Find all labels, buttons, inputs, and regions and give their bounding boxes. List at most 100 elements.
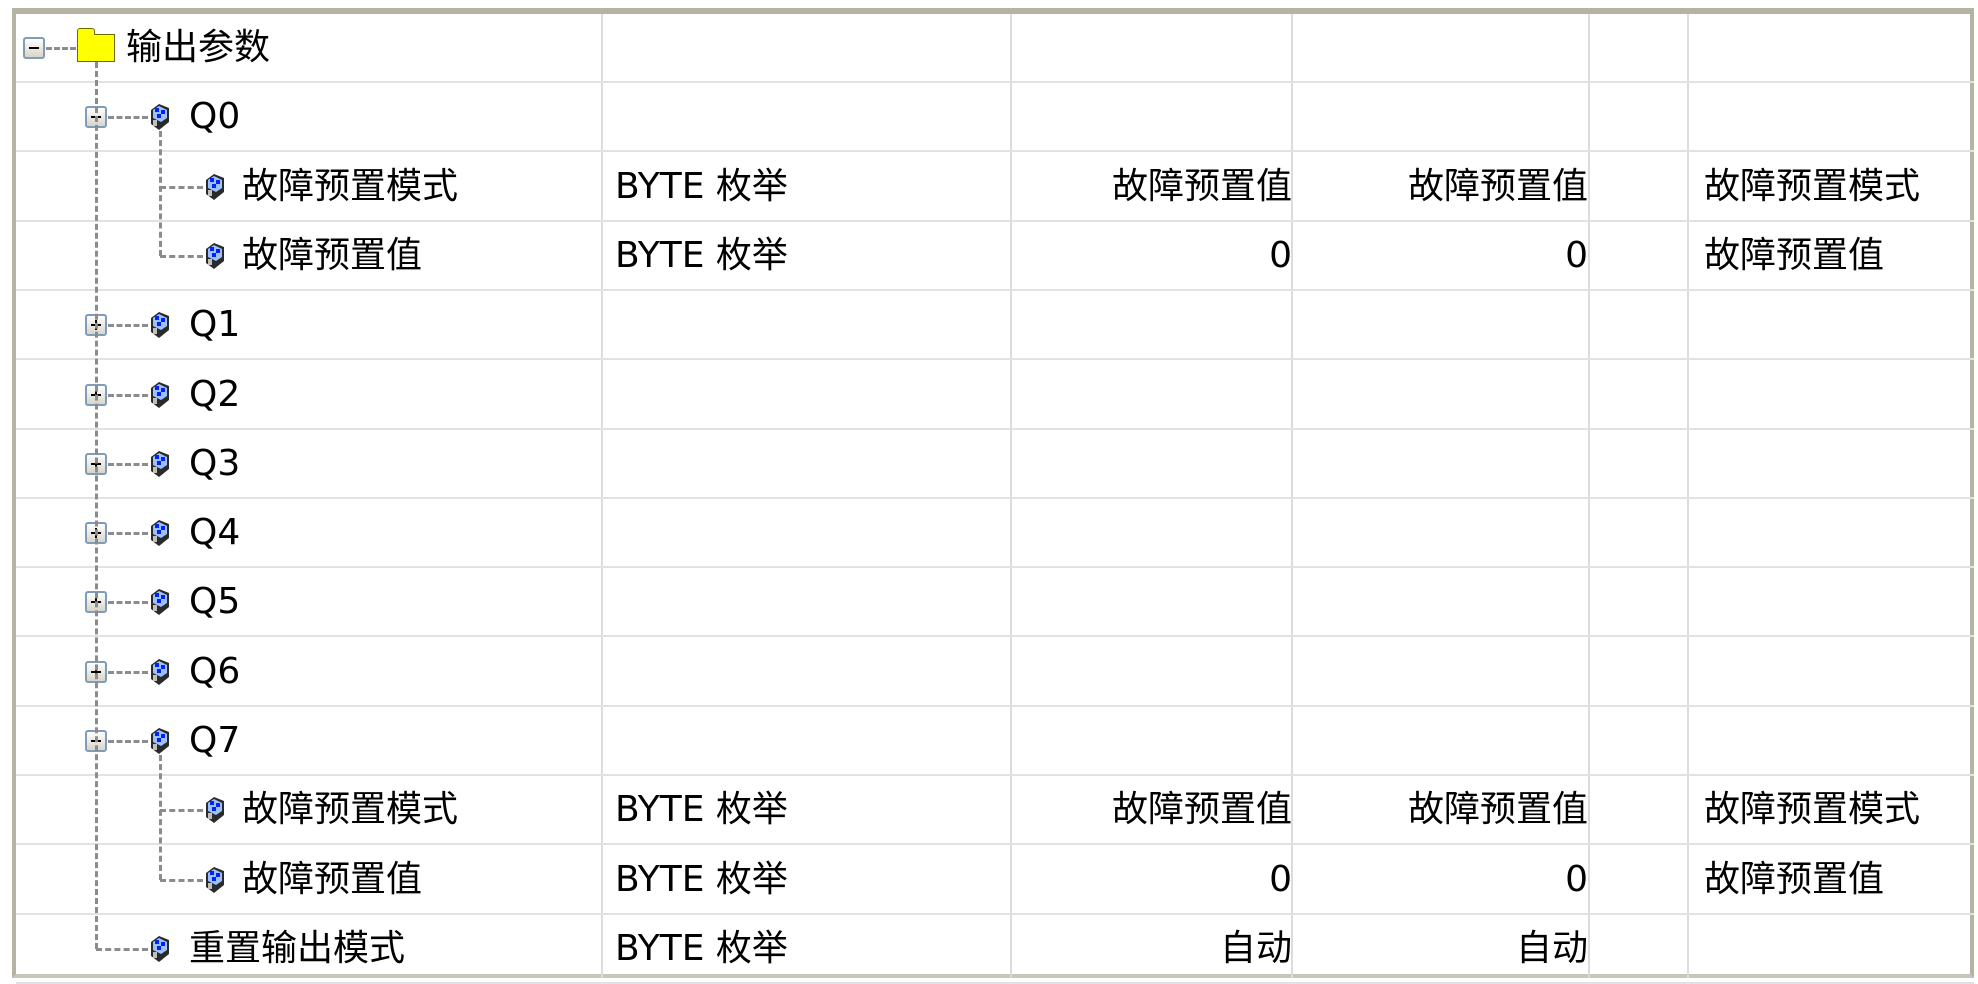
tree-row[interactable]: 故障预置模式 BYTE 枚举 故障预置值 故障预置值 故障预置模式 bbox=[16, 776, 1974, 846]
value-cell[interactable] bbox=[1016, 499, 1292, 566]
value-cell[interactable] bbox=[1016, 83, 1292, 150]
tree-item-label[interactable]: 故障预置值 bbox=[242, 234, 423, 276]
tree-row[interactable]: Q0 bbox=[16, 83, 1974, 153]
cube-icon bbox=[149, 658, 171, 685]
type-cell: BYTE 枚举 bbox=[615, 858, 788, 900]
value-cell[interactable]: 0 bbox=[1269, 858, 1292, 900]
value-cell[interactable] bbox=[1016, 707, 1292, 774]
cube-icon bbox=[204, 242, 226, 269]
tree-item-label[interactable]: 故障预置值 bbox=[242, 858, 423, 900]
column-divider[interactable] bbox=[1687, 14, 1689, 978]
cube-icon bbox=[149, 381, 171, 408]
tree-connector bbox=[108, 116, 148, 120]
column-divider[interactable] bbox=[1588, 14, 1590, 978]
cube-icon bbox=[149, 520, 171, 547]
collapse-icon[interactable] bbox=[23, 37, 45, 59]
tree-connector bbox=[160, 878, 203, 882]
cube-icon bbox=[149, 312, 171, 339]
default-value-cell bbox=[1298, 291, 1588, 358]
description-cell: 故障预置值 bbox=[1704, 234, 1885, 276]
tree-item-label[interactable]: Q0 bbox=[189, 96, 241, 138]
default-value-cell: 0 bbox=[1565, 234, 1588, 276]
tree-connector bbox=[46, 47, 84, 50]
description-cell: 故障预置模式 bbox=[1704, 165, 1921, 207]
cube-icon bbox=[149, 935, 171, 962]
tree-row[interactable]: 故障预置模式 BYTE 枚举 故障预置值 故障预置值 故障预置模式 bbox=[16, 153, 1974, 222]
default-value-cell bbox=[1298, 707, 1588, 774]
default-value-cell bbox=[1298, 361, 1588, 428]
tree-row[interactable]: Q2 bbox=[16, 361, 1974, 430]
tree-item-label[interactable]: 重置输出模式 bbox=[189, 927, 406, 969]
tree-connector bbox=[159, 131, 162, 256]
tree-connector bbox=[108, 324, 148, 328]
tree-row[interactable]: 重置输出模式 BYTE 枚举 自动 自动 bbox=[16, 915, 1974, 984]
tree-connector bbox=[96, 947, 148, 951]
default-value-cell bbox=[1298, 14, 1588, 81]
tree-row[interactable]: 故障预置值 BYTE 枚举 0 0 故障预置值 bbox=[16, 222, 1974, 291]
tree-connector bbox=[160, 254, 203, 258]
tree-row[interactable]: Q3 bbox=[16, 430, 1974, 499]
column-divider[interactable] bbox=[1291, 14, 1293, 978]
column-divider[interactable] bbox=[1010, 14, 1012, 978]
tree-item-label[interactable]: Q2 bbox=[189, 373, 241, 415]
default-value-cell bbox=[1298, 83, 1588, 150]
value-cell[interactable]: 故障预置值 bbox=[1111, 789, 1292, 831]
default-value-cell bbox=[1298, 499, 1588, 566]
tree-row[interactable]: Q5 bbox=[16, 568, 1974, 638]
tree-item-label[interactable]: Q4 bbox=[189, 512, 241, 554]
tree-connector bbox=[95, 62, 98, 949]
tree-row[interactable]: Q6 bbox=[16, 638, 1974, 707]
tree-connector bbox=[108, 532, 148, 536]
cube-icon bbox=[204, 797, 226, 824]
default-value-cell: 故障预置值 bbox=[1407, 789, 1588, 831]
cube-icon bbox=[149, 589, 171, 616]
column-divider[interactable] bbox=[601, 14, 603, 978]
tree-item-label[interactable]: Q6 bbox=[189, 650, 241, 692]
tree-row[interactable]: 输出参数 bbox=[16, 14, 1974, 83]
description-cell: 故障预置值 bbox=[1704, 858, 1885, 900]
tree-connector bbox=[160, 185, 203, 189]
tree-item-label[interactable]: Q1 bbox=[189, 304, 241, 346]
value-cell[interactable]: 0 bbox=[1269, 234, 1292, 276]
tree-item-label[interactable]: 输出参数 bbox=[126, 27, 271, 68]
value-cell[interactable] bbox=[1016, 361, 1292, 428]
value-cell[interactable] bbox=[1016, 568, 1292, 635]
tree-item-label[interactable]: 故障预置模式 bbox=[242, 789, 459, 831]
value-cell[interactable] bbox=[1016, 291, 1292, 358]
parameter-tree-table bbox=[12, 8, 1974, 978]
tree-item-label[interactable]: Q5 bbox=[189, 581, 241, 623]
tree-connector bbox=[160, 809, 203, 813]
type-cell: BYTE 枚举 bbox=[615, 165, 788, 207]
tree-item-label[interactable]: Q3 bbox=[189, 442, 241, 484]
default-value-cell bbox=[1298, 638, 1588, 705]
tree-item-label[interactable]: 故障预置模式 bbox=[242, 165, 459, 207]
cube-icon bbox=[149, 728, 171, 754]
value-cell[interactable]: 故障预置值 bbox=[1111, 165, 1292, 207]
value-cell[interactable]: 自动 bbox=[1219, 927, 1292, 969]
tree-row[interactable]: Q4 bbox=[16, 499, 1974, 569]
default-value-cell: 0 bbox=[1565, 858, 1588, 900]
cube-icon bbox=[204, 173, 226, 200]
tree-row[interactable]: Q1 bbox=[16, 291, 1974, 361]
value-cell[interactable] bbox=[1016, 430, 1292, 497]
type-cell: BYTE 枚举 bbox=[615, 927, 788, 969]
tree-item-label[interactable]: Q7 bbox=[189, 720, 241, 761]
default-value-cell: 自动 bbox=[1515, 927, 1588, 969]
type-cell: BYTE 枚举 bbox=[615, 234, 788, 276]
tree-connector bbox=[159, 755, 162, 880]
tree-connector bbox=[108, 601, 148, 605]
tree-connector bbox=[108, 462, 148, 466]
cube-icon bbox=[204, 866, 226, 893]
folder-icon bbox=[77, 28, 115, 62]
tree-connector bbox=[108, 670, 148, 674]
value-cell[interactable] bbox=[1016, 638, 1292, 705]
default-value-cell bbox=[1298, 430, 1588, 497]
cube-icon bbox=[149, 104, 171, 131]
tree-row[interactable]: 故障预置值 BYTE 枚举 0 0 故障预置值 bbox=[16, 846, 1974, 915]
tree-row[interactable]: Q7 bbox=[16, 707, 1974, 776]
value-cell[interactable] bbox=[1016, 14, 1292, 81]
type-cell: BYTE 枚举 bbox=[615, 789, 788, 831]
description-cell: 故障预置模式 bbox=[1704, 789, 1921, 831]
default-value-cell bbox=[1298, 568, 1588, 635]
default-value-cell: 故障预置值 bbox=[1407, 165, 1588, 207]
